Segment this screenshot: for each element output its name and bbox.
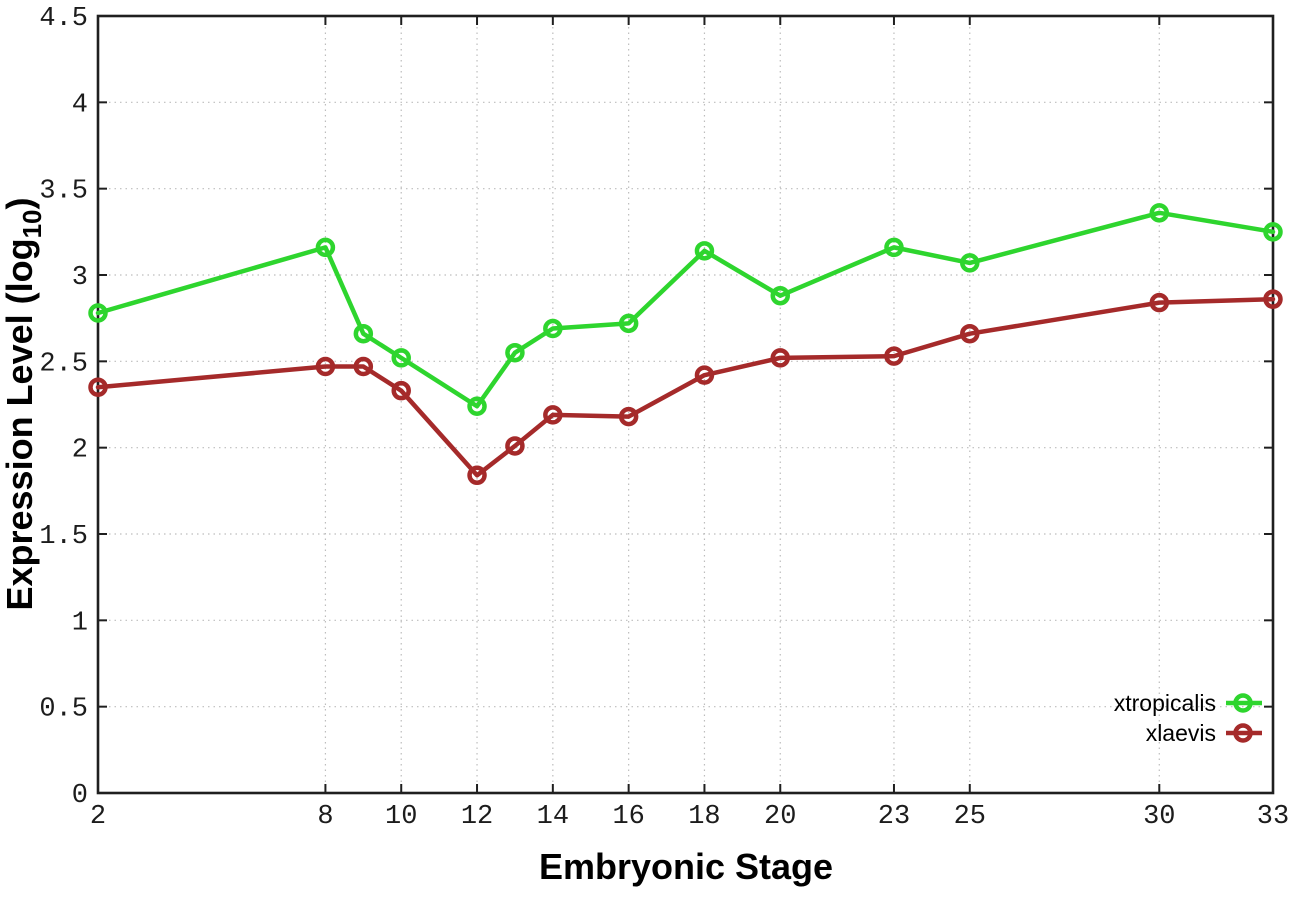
y-axis-title-subscript: 10 xyxy=(17,209,47,238)
x-tick-label: 20 xyxy=(764,802,796,832)
data-point-xtropicalis xyxy=(1149,203,1170,223)
data-point-xlaevis xyxy=(315,356,336,377)
axis-ticks xyxy=(97,15,1274,794)
x-tick-label: 2 xyxy=(90,802,106,832)
data-point-xtropicalis xyxy=(694,241,715,261)
series-xlaevis xyxy=(88,289,1283,486)
series-line-xtropicalis xyxy=(95,210,1276,409)
legend-marker-xlaevis xyxy=(1233,723,1253,743)
data-point-xtropicalis xyxy=(505,342,525,363)
data-point-xlaevis xyxy=(88,377,108,397)
data-point-xtropicalis xyxy=(88,303,108,323)
plot-border xyxy=(96,14,1275,795)
legend-item-xlaevis: xlaevis xyxy=(1146,720,1262,746)
y-tick-label: 2.5 xyxy=(39,349,88,379)
series-xtropicalis xyxy=(88,203,1283,416)
data-point-xlaevis xyxy=(884,346,904,366)
data-point-xtropicalis xyxy=(543,318,563,339)
data-point-xlaevis xyxy=(1263,289,1283,309)
y-tick-label: 4.5 xyxy=(39,4,88,34)
data-point-xtropicalis xyxy=(960,253,980,273)
legend-label-xtropicalis: xtropicalis xyxy=(1114,690,1216,716)
y-tick-label: 0.5 xyxy=(39,695,88,725)
data-point-xtropicalis xyxy=(467,396,487,416)
x-tick-label: 23 xyxy=(878,802,910,832)
data-point-xlaevis xyxy=(770,348,791,368)
y-axis-title: Expression Level (log10) xyxy=(0,197,47,610)
x-tick-label: 25 xyxy=(954,802,986,832)
y-tick-label: 1 xyxy=(72,608,88,638)
y-tick-label: 3 xyxy=(72,263,88,293)
y-tick-label: 1.5 xyxy=(39,522,88,552)
data-point-xtropicalis xyxy=(315,237,336,258)
y-axis-title-main: Expression Level (log xyxy=(0,238,40,610)
grid-lines xyxy=(98,16,1273,793)
data-point-xlaevis xyxy=(543,405,563,425)
x-tick-labels: 2 8 10 12 14 16 18 20 23 25 30 33 xyxy=(90,802,1289,832)
x-tick-label: 10 xyxy=(385,802,417,832)
data-point-xlaevis xyxy=(353,356,374,377)
data-point-xlaevis xyxy=(1149,292,1170,313)
data-point-xlaevis xyxy=(505,436,525,456)
data-point-xlaevis xyxy=(960,323,980,344)
data-point-xtropicalis xyxy=(770,285,791,306)
x-tick-label: 12 xyxy=(461,802,493,832)
y-tick-label: 4 xyxy=(72,90,88,120)
y-tick-label: 3.5 xyxy=(39,177,88,207)
x-tick-label: 33 xyxy=(1257,802,1289,832)
y-tick-label: 0 xyxy=(72,781,88,811)
data-point-xtropicalis xyxy=(618,313,639,334)
data-point-xtropicalis xyxy=(353,323,374,344)
legend-marker-xtropicalis xyxy=(1233,693,1253,713)
x-axis-title: Embryonic Stage xyxy=(539,846,833,887)
data-point-xtropicalis xyxy=(391,348,411,368)
x-tick-label: 14 xyxy=(537,802,569,832)
legend: xtropicalis xlaevis xyxy=(1114,690,1262,746)
y-tick-labels: 0 0.5 1 1.5 2 2.5 3 3.5 4 4.5 xyxy=(39,4,88,811)
legend-item-xtropicalis: xtropicalis xyxy=(1114,690,1262,716)
data-point-xlaevis xyxy=(467,465,487,486)
x-tick-label: 8 xyxy=(317,802,333,832)
x-tick-label: 16 xyxy=(612,802,644,832)
data-point-xlaevis xyxy=(694,365,715,385)
x-tick-label: 30 xyxy=(1143,802,1175,832)
y-tick-label: 2 xyxy=(72,436,88,466)
series-line-xlaevis xyxy=(95,296,1276,478)
data-point-xtropicalis xyxy=(884,237,904,258)
y-axis-title-end: ) xyxy=(0,197,40,209)
data-series xyxy=(88,203,1283,486)
data-point-xlaevis xyxy=(391,380,411,401)
legend-label-xlaevis: xlaevis xyxy=(1146,720,1216,746)
data-point-xlaevis xyxy=(618,406,639,427)
data-point-xtropicalis xyxy=(1263,222,1283,242)
x-tick-label: 18 xyxy=(688,802,720,832)
